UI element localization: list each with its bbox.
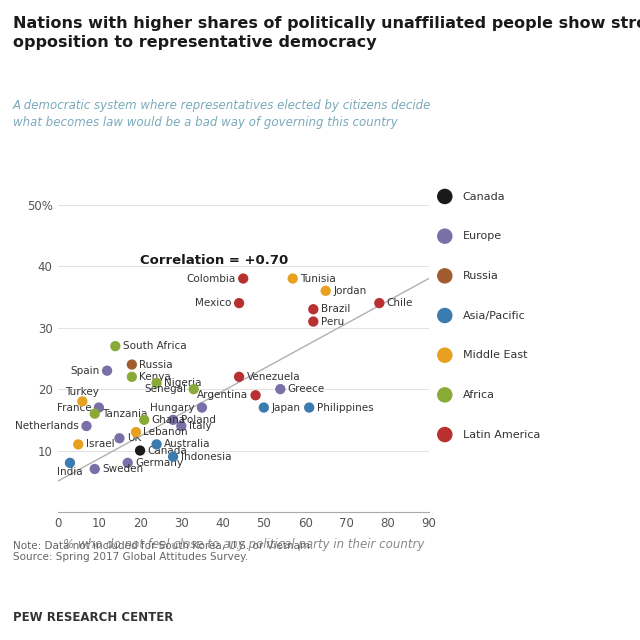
Text: Turkey: Turkey [65, 387, 99, 397]
Point [321, 285, 331, 296]
Text: Middle East: Middle East [463, 350, 527, 360]
Point [90, 464, 100, 474]
Text: Greece: Greece [288, 384, 325, 394]
Point [110, 341, 120, 351]
Text: Italy: Italy [189, 421, 211, 431]
Point [90, 408, 100, 419]
Point [127, 372, 137, 382]
Text: Lebanon: Lebanon [143, 427, 188, 437]
Text: Note: Data not included for South Korea, U.S. or Vietnam.
Source: Spring 2017 Gl: Note: Data not included for South Korea,… [13, 541, 313, 563]
Text: Tanzania: Tanzania [102, 409, 147, 419]
Point [287, 273, 298, 284]
Point [259, 403, 269, 413]
Text: South Africa: South Africa [123, 341, 186, 351]
Text: Europe: Europe [463, 231, 502, 241]
Text: Japan: Japan [271, 403, 300, 413]
Text: Australia: Australia [164, 440, 211, 449]
Point [275, 384, 285, 394]
Point [308, 304, 319, 314]
Text: Correlation = +0.70: Correlation = +0.70 [140, 253, 289, 267]
Point [168, 415, 178, 425]
Text: Asia/Pacific: Asia/Pacific [463, 310, 525, 321]
Text: Latin America: Latin America [463, 429, 540, 440]
Point [250, 390, 260, 401]
Point [77, 396, 88, 406]
Text: Nations with higher shares of politically unaffiliated people show stronger
oppo: Nations with higher shares of politicall… [13, 16, 640, 50]
Point [189, 384, 199, 394]
Text: Venezuela: Venezuela [246, 372, 300, 382]
Text: Peru: Peru [321, 317, 344, 326]
Point [168, 452, 178, 462]
Text: UK: UK [127, 433, 141, 444]
Text: France: France [57, 403, 92, 413]
Text: Chile: Chile [387, 298, 413, 308]
Text: Philippines: Philippines [317, 403, 373, 413]
Text: Ghana: Ghana [152, 415, 186, 425]
Point [127, 360, 137, 370]
Point [234, 372, 244, 382]
Text: Russia: Russia [463, 271, 499, 281]
Text: Senegal: Senegal [144, 384, 186, 394]
Text: Argentina: Argentina [197, 390, 248, 400]
Point [115, 433, 125, 444]
Text: Sweden: Sweden [102, 464, 143, 474]
Point [139, 415, 149, 425]
Point [73, 439, 83, 449]
Text: Jordan: Jordan [333, 286, 366, 296]
Point [135, 445, 145, 456]
Point [304, 403, 314, 413]
Point [374, 298, 385, 308]
Text: Tunisia: Tunisia [300, 273, 336, 284]
Text: India: India [57, 467, 83, 477]
Text: Canada: Canada [147, 445, 188, 456]
Text: Africa: Africa [463, 390, 495, 400]
Point [308, 316, 319, 326]
Text: PEW RESEARCH CENTER: PEW RESEARCH CENTER [13, 611, 173, 624]
Point [238, 273, 248, 284]
Text: Canada: Canada [463, 191, 506, 202]
Point [152, 439, 162, 449]
Text: Poland: Poland [180, 415, 216, 425]
Text: Hungary: Hungary [150, 403, 195, 413]
Text: Kenya: Kenya [140, 372, 171, 382]
X-axis label: % who do not feel close to any political party in their country: % who do not feel close to any political… [63, 538, 424, 551]
Point [234, 298, 244, 308]
Text: Brazil: Brazil [321, 304, 350, 314]
Text: A democratic system where representatives elected by citizens decide
what become: A democratic system where representative… [13, 99, 431, 129]
Point [81, 421, 92, 431]
Point [102, 365, 112, 376]
Text: Nigeria: Nigeria [164, 378, 202, 388]
Text: Israel: Israel [86, 440, 115, 449]
Text: Spain: Spain [70, 365, 100, 376]
Text: Mexico: Mexico [195, 298, 232, 308]
Point [93, 403, 104, 413]
Text: Germany: Germany [135, 458, 183, 468]
Point [176, 421, 186, 431]
Point [65, 458, 75, 468]
Text: Colombia: Colombia [186, 273, 236, 284]
Text: Russia: Russia [140, 360, 173, 369]
Point [197, 403, 207, 413]
Point [152, 378, 162, 388]
Text: Netherlands: Netherlands [15, 421, 79, 431]
Text: Indonesia: Indonesia [180, 452, 231, 461]
Point [131, 427, 141, 437]
Point [123, 458, 133, 468]
